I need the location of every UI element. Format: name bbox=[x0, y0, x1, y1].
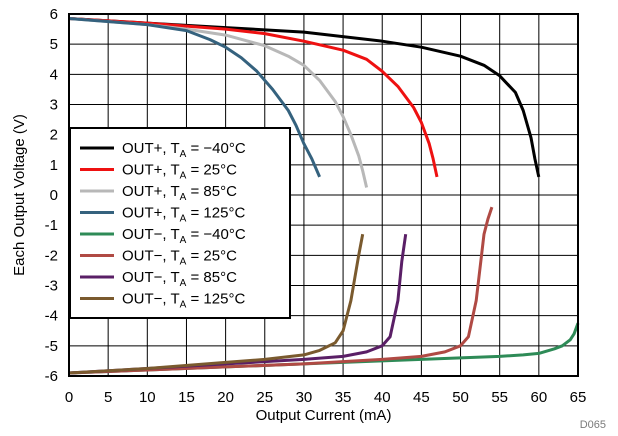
y-tick-label: -5 bbox=[45, 338, 58, 355]
series-line-1 bbox=[68, 17, 541, 178]
x-tick-label: 45 bbox=[413, 389, 430, 406]
x-tick-label: 30 bbox=[296, 389, 313, 406]
y-tick-label: 0 bbox=[50, 187, 58, 204]
series-line-4 bbox=[68, 17, 321, 178]
legend-label: OUT−, TA = 85°C bbox=[122, 269, 237, 289]
y-axis-label: Each Output Voltage (V) bbox=[11, 114, 28, 276]
x-axis-label: Output Current (mA) bbox=[256, 407, 392, 424]
series-line-8 bbox=[68, 233, 365, 375]
x-tick-label: 35 bbox=[335, 389, 352, 406]
y-tick-label: -2 bbox=[45, 247, 58, 264]
y-tick-label: -3 bbox=[45, 278, 58, 295]
x-tick-label: 15 bbox=[178, 389, 195, 406]
legend-label: OUT−, TA = 25°C bbox=[122, 248, 237, 268]
series-line-3 bbox=[68, 17, 369, 188]
x-tick-label: 40 bbox=[374, 389, 391, 406]
series-line-2 bbox=[68, 17, 439, 178]
x-tick-label: 20 bbox=[217, 389, 234, 406]
x-tick-labels: 0 5 10 15 20 25 30 35 40 45 50 55 60 65 bbox=[65, 389, 587, 406]
x-tick-label: 50 bbox=[452, 389, 469, 406]
y-tick-label: 6 bbox=[50, 6, 58, 23]
legend-label: OUT−, TA = −40°C bbox=[122, 226, 246, 246]
series-lines bbox=[68, 17, 580, 375]
x-tick-label: 0 bbox=[65, 389, 73, 406]
legend-label: OUT−, TA = 125°C bbox=[122, 291, 245, 311]
y-tick-label: 2 bbox=[50, 127, 58, 144]
y-tick-label: -4 bbox=[45, 308, 58, 325]
x-tick-label: 60 bbox=[531, 389, 548, 406]
y-tick-labels: 6 5 4 3 2 1 0 -1 -2 -3 -4 -5 -6 bbox=[45, 6, 58, 385]
y-tick-label: 3 bbox=[50, 97, 58, 114]
figure-code: D065 bbox=[580, 419, 606, 431]
y-tick-label: 1 bbox=[50, 157, 58, 174]
x-tick-label: 10 bbox=[139, 389, 156, 406]
y-tick-label: 5 bbox=[50, 36, 58, 53]
x-tick-label: 65 bbox=[570, 389, 587, 406]
legend-box bbox=[69, 127, 291, 319]
legend-label: OUT+, TA = 25°C bbox=[122, 162, 237, 182]
y-tick-label: -1 bbox=[45, 217, 58, 234]
legend-label: OUT+, TA = 85°C bbox=[122, 183, 237, 203]
legend-label: OUT+, TA = 125°C bbox=[122, 205, 245, 225]
y-tick-label: 4 bbox=[50, 66, 58, 83]
x-tick-label: 25 bbox=[256, 389, 273, 406]
legend-label: OUT+, TA = −40°C bbox=[122, 140, 246, 160]
series-line-6 bbox=[68, 206, 494, 375]
x-tick-label: 55 bbox=[491, 389, 508, 406]
y-tick-label: -6 bbox=[45, 368, 58, 385]
x-tick-label: 5 bbox=[104, 389, 112, 406]
